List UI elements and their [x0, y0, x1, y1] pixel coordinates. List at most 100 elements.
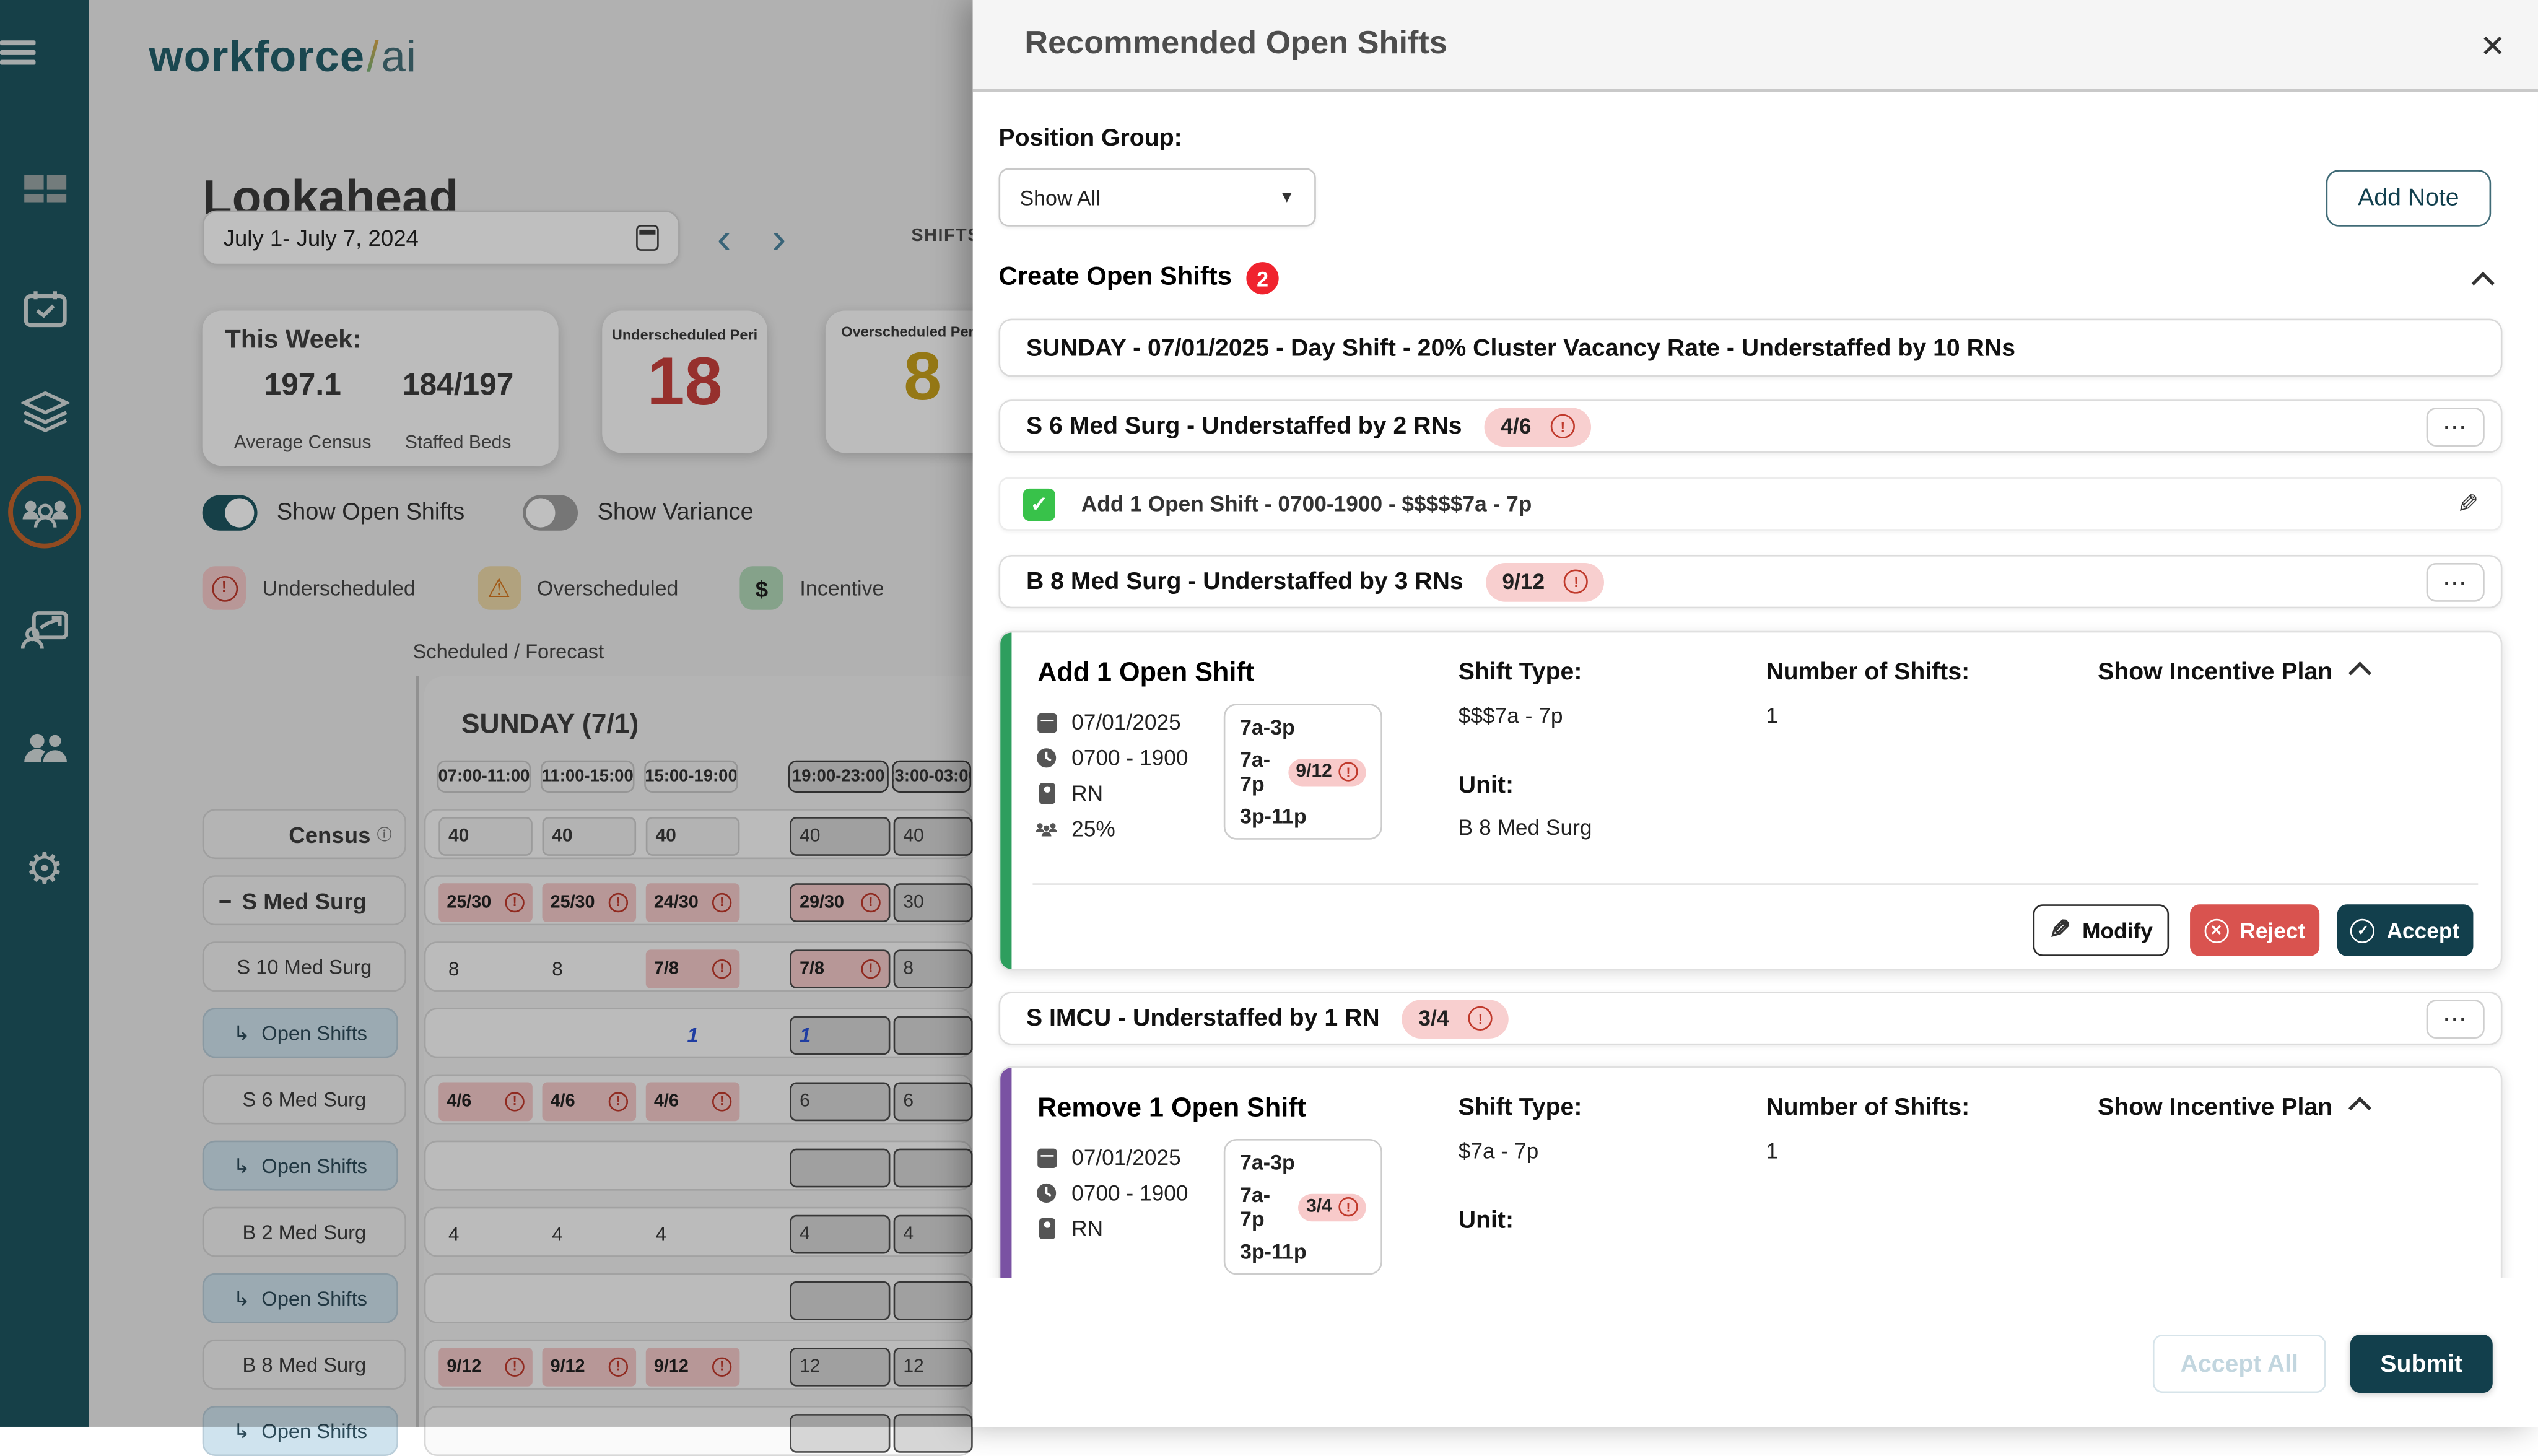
sidebar: ⚙: [0, 0, 89, 1427]
accept-all-button-disabled[interactable]: Accept All: [2152, 1335, 2326, 1393]
menu-icon[interactable]: [0, 23, 89, 87]
chevron-up-icon: [2348, 1096, 2372, 1119]
role-badge-icon: [1038, 1218, 1055, 1239]
row-label-open-shifts[interactable]: ↳ Open Shifts: [202, 1273, 398, 1323]
performance-icon[interactable]: [0, 599, 89, 663]
show-incentive-plan-toggle[interactable]: Show Incentive Plan: [2098, 658, 2372, 686]
add-card-accent-strip: [1000, 632, 1012, 969]
active-indicator-ring: [8, 475, 81, 549]
open-shift-checkbox-row[interactable]: ✓ Add 1 Open Shift - 0700-1900 - $$$$$7a…: [998, 477, 2503, 531]
more-options-button[interactable]: ⋯: [2426, 406, 2485, 446]
row-label-s6[interactable]: S 6 Med Surg: [202, 1074, 406, 1125]
show-open-shifts-toggle[interactable]: [202, 495, 258, 531]
add-note-button[interactable]: Add Note: [2326, 170, 2492, 227]
reject-button[interactable]: ✕ Reject: [2190, 904, 2320, 956]
alert-icon: !: [712, 892, 732, 912]
collapse-section-chevron-up-icon[interactable]: [2471, 271, 2495, 295]
modify-button[interactable]: ✎ Modify: [2033, 904, 2170, 956]
number-of-shifts-value: 1: [1766, 1138, 1778, 1164]
vacancy-percent: 25%: [1071, 817, 1115, 842]
create-open-shifts-section-header: Create Open Shifts 2: [998, 262, 1279, 295]
panel-body: Position Group: Show All ▼ Add Note Crea…: [973, 92, 2538, 1278]
close-icon[interactable]: ✕: [2480, 30, 2506, 65]
more-options-button[interactable]: ⋯: [2426, 999, 2485, 1038]
pencil-icon: ✎: [2049, 917, 2071, 945]
more-options-button[interactable]: ⋯: [2426, 562, 2485, 601]
add-card-title: Add 1 Open Shift: [1037, 658, 1255, 688]
time-slot-night[interactable]: 23:00-03:00: [892, 760, 972, 793]
alert-icon: !: [1564, 569, 1589, 594]
show-variance-label: Show Variance: [597, 500, 754, 526]
alert-icon: !: [608, 892, 629, 912]
alert-icon: !: [505, 1091, 525, 1111]
show-incentive-plan-toggle[interactable]: Show Incentive Plan: [2098, 1094, 2372, 1121]
people-icon: [1034, 820, 1058, 838]
staffing-ratio-badge: 3/4!: [1298, 1193, 1366, 1221]
overscheduled-legend-icon: ⚠: [477, 566, 521, 610]
row-label-b8[interactable]: B 8 Med Surg: [202, 1339, 406, 1390]
prev-week-button[interactable]: ‹: [717, 213, 731, 263]
remove-open-shift-card: Remove 1 Open Shift 07/01/2025 0700 - 19…: [998, 1066, 2503, 1278]
recommended-open-shifts-panel: Recommended Open Shifts ✕ Position Group…: [972, 0, 2538, 1427]
info-icon: ⓘ: [377, 826, 392, 843]
row-label-s-med-surg[interactable]: − S Med Surg: [202, 875, 406, 926]
chevron-down-icon: ▼: [1278, 188, 1295, 207]
alert-icon: !: [861, 958, 881, 979]
unit-row-b8[interactable]: B 8 Med Surg - Understaffed by 3 RNs 9/1…: [998, 554, 2503, 609]
panel-header: Recommended Open Shifts ✕: [972, 0, 2538, 92]
staffed-beds-label: Staffed Beds: [404, 434, 512, 453]
open-shift-arrow-icon: ↳: [233, 1288, 250, 1310]
row-label-s10[interactable]: S 10 Med Surg: [202, 941, 406, 992]
dashboard-icon[interactable]: [0, 159, 89, 223]
shift-date: 07/01/2025: [1071, 710, 1181, 735]
unit-label: Unit:: [1458, 1206, 1514, 1235]
submit-button[interactable]: Submit: [2350, 1335, 2493, 1393]
accept-button[interactable]: ✓ Accept: [2337, 904, 2474, 956]
row-label-census[interactable]: Census ⓘ: [202, 809, 406, 860]
alert-icon: !: [505, 892, 525, 912]
row-label-open-shifts[interactable]: ↳ Open Shifts: [202, 1008, 398, 1058]
table-row: 9/12! 9/12! 9/12! 12 12: [424, 1339, 973, 1390]
alert-icon: !: [608, 1356, 629, 1376]
shift-time-options[interactable]: 7a-3p 7a-7p 9/12! 3p-11p: [1223, 704, 1382, 840]
checkbox-checked[interactable]: ✓: [1023, 487, 1056, 520]
table-row: 8 8 7/8! 7/8! 8: [424, 941, 973, 992]
next-week-button[interactable]: ›: [772, 213, 787, 263]
alert-icon: !: [505, 1356, 525, 1376]
settings-gear-icon[interactable]: ⚙: [25, 844, 64, 892]
edit-pencil-icon[interactable]: ✎: [2456, 490, 2479, 519]
underscheduled-legend-icon: !: [202, 566, 246, 610]
open-shift-arrow-icon: ↳: [233, 1022, 250, 1045]
add-open-shift-card: Add 1 Open Shift 07/01/2025 0700 - 1900 …: [998, 630, 2503, 971]
app-logo: workforce/ai: [149, 32, 417, 81]
create-open-shifts-label: Create Open Shifts: [998, 263, 1232, 292]
shift-time: 0700 - 1900: [1071, 746, 1188, 770]
day-summary-banner: SUNDAY - 07/01/2025 - Day Shift - 20% Cl…: [998, 318, 2503, 377]
date-range-picker[interactable]: July 1- July 7, 2024: [202, 210, 680, 266]
shift-role: RN: [1071, 781, 1104, 806]
schedule-calendar-icon[interactable]: [0, 278, 89, 342]
people-icon[interactable]: [0, 717, 89, 781]
shift-time-options[interactable]: 7a-3p 7a-7p 3/4! 3p-11p: [1223, 1138, 1382, 1275]
show-open-shifts-label: Show Open Shifts: [276, 500, 465, 526]
time-slot-night[interactable]: 19:00-23:00: [788, 760, 889, 793]
shift-type-value: $$$7a - 7p: [1458, 704, 1563, 728]
calendar-icon: [1036, 712, 1057, 733]
time-slot[interactable]: 07:00-11:00: [437, 760, 531, 793]
unit-row-simcu[interactable]: S IMCU - Understaffed by 1 RN 3/4! ⋯: [998, 992, 2503, 1045]
shift-date: 07/01/2025: [1071, 1145, 1181, 1170]
alert-icon: !: [608, 1091, 629, 1111]
position-group-select[interactable]: Show All ▼: [998, 168, 1316, 227]
row-label-b2[interactable]: B 2 Med Surg: [202, 1206, 406, 1257]
time-slot[interactable]: 11:00-15:00: [540, 760, 635, 793]
show-variance-toggle[interactable]: [523, 495, 578, 531]
table-row: 40 40 40 40 40: [424, 809, 973, 860]
this-week-title: This Week:: [225, 326, 362, 355]
layers-icon[interactable]: [0, 380, 89, 445]
row-label-open-shifts[interactable]: ↳ Open Shifts: [202, 1140, 398, 1191]
workforce-people-icon[interactable]: [0, 475, 89, 549]
time-slot[interactable]: 15:00-19:00: [644, 760, 738, 793]
unit-row-s6[interactable]: S 6 Med Surg - Understaffed by 2 RNs 4/6…: [998, 399, 2503, 453]
modal-dim-overlay[interactable]: [0, 0, 973, 1427]
